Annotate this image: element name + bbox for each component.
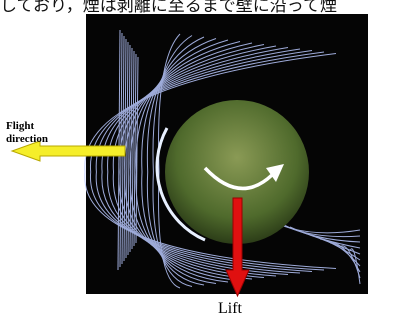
figure [0,0,396,324]
header-text: しており，煙は剥離に至るまで壁に沿って煙 [0,0,396,16]
page: しており，煙は剥離に至るまで壁に沿って煙 Flight direction Li… [0,0,396,324]
lift-label: Lift [218,300,242,318]
flight-direction-label: Flight direction [6,120,68,146]
